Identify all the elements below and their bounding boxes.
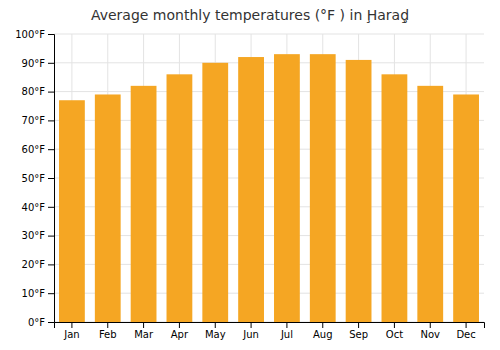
y-tick-mark <box>48 63 54 64</box>
bar <box>310 54 336 322</box>
x-tick: Dec <box>456 322 475 340</box>
y-tick-label: 90°F <box>22 58 46 69</box>
y-axis-line <box>48 35 55 323</box>
x-tick-mark <box>179 322 180 328</box>
y-grid-line <box>54 62 484 63</box>
x-tick-label: Apr <box>171 329 189 340</box>
x-tick: Jun <box>242 322 259 340</box>
y-tick: 40°F <box>22 202 54 213</box>
y-tick-mark <box>48 34 54 35</box>
title: Average monthly temperatures (°F ) in Ḩa… <box>91 7 409 23</box>
x-tick-mark <box>251 322 252 328</box>
x-tick-mark <box>107 322 108 328</box>
y-tick-mark <box>48 120 54 121</box>
y-tick-label: 30°F <box>22 230 46 241</box>
y-tick-label: 60°F <box>22 144 46 155</box>
y-tick-mark <box>48 207 54 208</box>
y-tick-mark <box>48 149 54 150</box>
x-tick-mark <box>215 322 216 328</box>
y-tick-label: 40°F <box>22 202 46 213</box>
x-tick: Oct <box>386 322 403 340</box>
x-tick-label: May <box>205 329 226 340</box>
y-tick-label: 20°F <box>22 259 46 270</box>
y-tick: 20°F <box>22 259 54 270</box>
y-tick: 70°F <box>22 115 54 126</box>
x-axis-line <box>55 323 485 329</box>
x-tick: May <box>205 322 226 340</box>
x-tick-mark <box>430 322 431 328</box>
x-tick-label: Dec <box>456 329 475 340</box>
x-tick-mark <box>71 322 72 328</box>
bar <box>167 74 193 322</box>
y-tick-mark <box>48 322 54 323</box>
x-tick: Feb <box>99 322 117 340</box>
x-tick: Apr <box>171 322 189 340</box>
x-tick: Sep <box>349 322 368 340</box>
x-tick-label: Feb <box>99 329 117 340</box>
plot: 0°F 10°F 20°F 30°F 40°F 50°F 60°F 70°F 80°F 90°F 1… <box>15 29 484 340</box>
y-tick: 80°F <box>22 86 54 97</box>
x-tick-mark <box>322 322 323 328</box>
x-tick: Jan <box>63 322 79 340</box>
x-tick-label: Mar <box>134 329 154 340</box>
x-tick: Aug <box>313 322 333 340</box>
y-tick: 50°F <box>22 173 54 184</box>
y-tick-label: 50°F <box>22 173 46 184</box>
bar <box>453 94 479 322</box>
x-tick-label: Oct <box>386 329 403 340</box>
y-tick-mark <box>48 92 54 93</box>
y-tick-label: 70°F <box>22 115 46 126</box>
bar <box>382 74 408 322</box>
y-tick: 100°F <box>15 29 54 40</box>
bar <box>346 60 372 322</box>
bar <box>131 86 157 322</box>
bar <box>417 86 443 322</box>
x-tick-label: Nov <box>420 329 440 340</box>
x-tick-mark <box>466 322 467 328</box>
y-tick: 60°F <box>22 144 54 155</box>
x-tick-label: Jun <box>242 329 259 340</box>
x-tick-label: Aug <box>313 329 333 340</box>
chart: Average monthly temperatures (°F ) in Ḩa… <box>0 0 500 350</box>
y-tick: 30°F <box>22 230 54 241</box>
bar <box>95 94 121 322</box>
bar <box>238 57 264 322</box>
x-axis: Jan Feb Mar Apr May Jun Jul Aug Sep Oct Nov Dec <box>55 322 485 340</box>
y-tick-label: 10°F <box>22 288 46 299</box>
x-tick-label: Jul <box>280 329 293 340</box>
y-tick-mark <box>48 293 54 294</box>
grid <box>54 34 484 322</box>
x-tick-mark <box>394 322 395 328</box>
bar <box>274 54 300 322</box>
bar <box>59 100 85 322</box>
x-tick: Jul <box>280 322 293 340</box>
y-tick-mark <box>48 178 54 179</box>
bar <box>202 63 228 322</box>
x-tick: Nov <box>420 322 440 340</box>
x-tick-label: Jan <box>63 329 79 340</box>
x-tick-mark <box>286 322 287 328</box>
x-tick: Mar <box>134 322 154 340</box>
y-tick: 90°F <box>22 58 54 69</box>
y-tick-mark <box>48 264 54 265</box>
y-grid-line <box>54 34 484 35</box>
y-tick-mark <box>48 236 54 237</box>
y-tick-label: 0°F <box>28 317 45 328</box>
y-axis: 0°F 10°F 20°F 30°F 40°F 50°F 60°F 70°F 80°F 90°F 1… <box>15 29 54 328</box>
x-tick-mark <box>358 322 359 328</box>
x-tick-label: Sep <box>349 329 368 340</box>
y-tick-label: 80°F <box>22 86 46 97</box>
bars <box>59 54 479 322</box>
y-tick: 0°F <box>28 317 54 328</box>
y-tick-label: 100°F <box>15 29 45 40</box>
x-tick-mark <box>143 322 144 328</box>
y-tick: 10°F <box>22 288 54 299</box>
